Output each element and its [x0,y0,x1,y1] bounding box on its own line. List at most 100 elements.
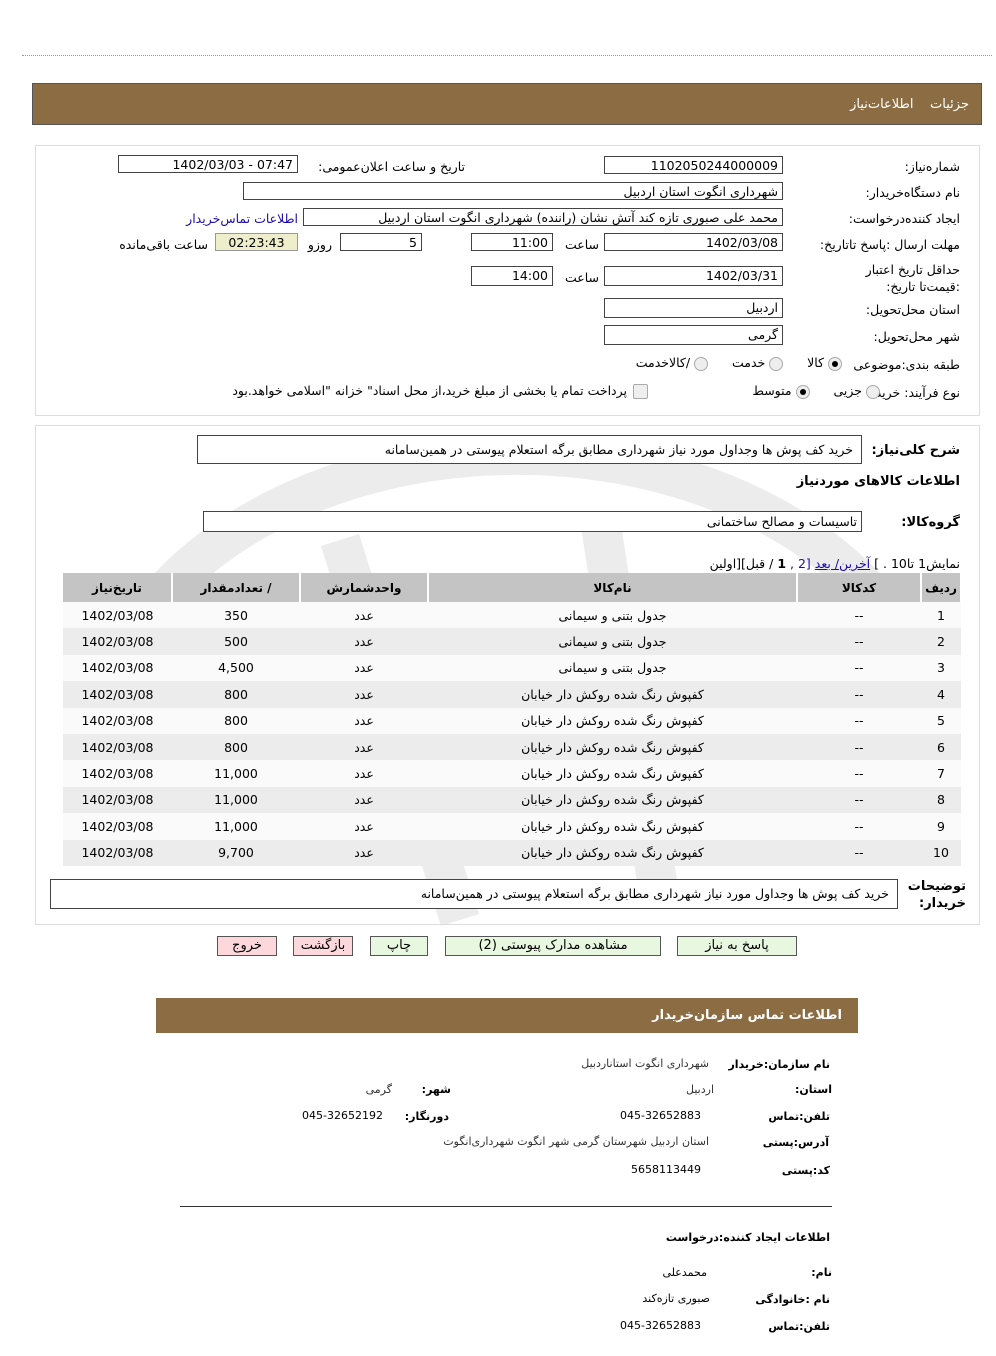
postal-label: کد:پستی [781,1164,830,1177]
announce-field: 1402/03/03 - 07:47 [118,155,298,173]
col-unit: واحدشمارش [300,573,429,602]
summary-label: شرح کلی‌نیاز: [871,443,960,458]
payment-note-text: پرداخت تمام یا بخشی از مبلغ خرید،از محل … [232,383,627,398]
radio-goods-service[interactable] [694,356,709,371]
radio-goods[interactable] [828,356,842,371]
family-value: صبوری تازه‌کند [642,1292,710,1305]
col-date: تاریخ‌نیاز [63,573,173,602]
creator-phone-value: 045-32652883 [620,1319,701,1332]
contact-divider [180,1206,832,1207]
remaining-label: ساعت باقی‌مانده [119,237,208,252]
cell-name: جدول بتنی و سیمانی [428,654,797,682]
table-row: 3 -- جدول بتنی و سیمانی عدد 4,500 1402/03/08 [63,654,961,682]
announce-label: تاریخ و ساعت اعلان‌عمومی: [318,159,465,174]
cell-code: -- [797,654,921,682]
details-panel [35,425,980,925]
cell-date: 1402/03/08 [63,813,172,840]
group-label: گروه‌کالا: [901,515,960,530]
print-button[interactable]: چاپ [370,936,428,956]
group-field: تاسیسات و مصالح ساختمانی [203,511,862,532]
city-label: شهر: [421,1083,451,1096]
col-row: ردیف [921,573,962,602]
remaining-time: 02:23:43 [215,233,298,251]
cell-qty: 800 [172,733,300,761]
tab-details[interactable]: جزئیات [930,97,969,112]
radio-service[interactable] [769,356,784,371]
cell-name: کفپوش رنگ شده روکش دار خیابان [428,707,797,734]
exit-button[interactable]: خروج [217,936,277,956]
cell-qty: 350 [172,602,300,629]
table-row: 9 -- کفپوش رنگ شده روکش دار خیابان عدد 11,00… [63,813,961,840]
cell-row: 5 [921,707,961,734]
cell-code: -- [797,733,921,761]
cell-code: -- [797,681,921,708]
cell-date: 1402/03/08 [63,681,172,708]
pagination-page-2[interactable]: [2 , [790,556,811,571]
radio-goods-service-label: /کالاخدمت [635,355,691,370]
name-label: نام: [811,1266,832,1279]
table-row: 8 -- کفپوش رنگ شده روکش دار خیابان عدد 11,00… [63,786,961,814]
cell-unit: عدد [300,839,428,866]
table-row: 4 -- کفپوش رنگ شده روکش دار خیابان عدد 800 14… [63,681,961,708]
province-label: استان: [795,1083,832,1096]
cell-row: 9 [921,813,961,840]
cell-code: -- [797,707,921,734]
buyer-notes-label: توضیحات خریدار: [907,879,966,911]
cell-date: 1402/03/08 [63,707,172,734]
col-qty: / تعدادمقدار [172,573,301,602]
cell-date: 1402/03/08 [63,733,172,761]
province-label: استان محل‌تحویل: [865,302,960,317]
cell-date: 1402/03/08 [63,602,172,629]
buyer-notes-field: خرید کف پوش ها وجداول مورد نیاز شهرداری … [50,879,898,909]
cell-row: 2 [921,628,961,655]
deadline-time-label: ساعت [564,237,599,252]
validity-time-label: ساعت [564,270,599,285]
cell-name: کفپوش رنگ شده روکش دار خیابان [428,839,797,866]
cell-unit: عدد [300,628,428,655]
deadline-date-field: 1402/03/08 [604,233,783,251]
need-number-label: شماره‌نیاز: [904,159,960,174]
creator-info-title: اطلاعات ایجاد کننده:درخواست [665,1231,830,1244]
validity-date-field: 1402/03/31 [604,266,783,286]
days-label: روزو [307,237,332,252]
buyer-contact-link[interactable]: اطلاعات تماس‌خریدار [186,211,298,226]
province-field: اردبیل [604,298,783,318]
back-button[interactable]: بازگشت [293,936,353,956]
radio-minor[interactable] [866,384,880,399]
pagination: نمایش1 تا10 . ] آخرین/ بعد [2 , 1 / قبل]… [710,556,960,571]
table-header: ردیف کدکالا نام‌کالا واحدشمارش / تعدادمق… [63,573,962,602]
category-label: طبقه بندی:موضوعی [853,357,960,372]
top-divider [22,55,992,56]
cell-unit: عدد [300,813,428,840]
cell-row: 10 [921,839,961,866]
tab-need-info[interactable]: اطلاعات‌نیاز [850,97,914,112]
cell-qty: 11,000 [172,813,300,840]
radio-medium[interactable] [795,384,810,399]
payment-note: پرداخت تمام یا بخشی از مبلغ خرید،از محل … [232,383,654,399]
address-value: استان اردبیل شهرستان گرمی شهر انگوت شهرد… [443,1135,709,1148]
need-number-field: 1102050244000009 [604,156,783,174]
cell-qty: 11,000 [172,786,300,814]
cell-code: -- [797,839,921,866]
treasury-checkbox[interactable] [633,384,648,399]
cell-row: 7 [921,760,961,787]
pagination-next-last[interactable]: آخرین/ بعد [814,556,871,571]
cell-code: -- [797,813,921,840]
goods-table: ردیف کدکالا نام‌کالا واحدشمارش / تعدادمق… [63,573,962,866]
reply-button[interactable]: پاسخ به نیاز [677,936,797,956]
creator-phone-label: تلفن:تماس [768,1320,830,1333]
cell-unit: عدد [300,707,428,734]
creator-field: محمد علی صبوری تازه کند آتش نشان (راننده… [303,208,783,226]
postal-value: 5658113449 [631,1163,701,1176]
cell-unit: عدد [300,786,428,814]
summary-field: خرید کف پوش ها وجداول مورد نیاز شهرداری … [197,435,862,464]
view-documents-button[interactable]: مشاهده مدارک پیوستی (2) [445,936,661,956]
phone-value: 045-32652883 [620,1109,701,1122]
table-row: 2 -- جدول بتنی و سیمانی عدد 500 1402/03/08 [63,628,961,655]
cell-qty: 11,000 [172,760,300,787]
cell-qty: 4,500 [172,654,300,682]
radio-minor-label: جزیی [833,383,862,398]
cell-row: 3 [921,654,961,682]
goods-title: اطلاعات کالاهای موردنیاز [796,474,960,489]
city-field: گرمی [604,325,783,345]
